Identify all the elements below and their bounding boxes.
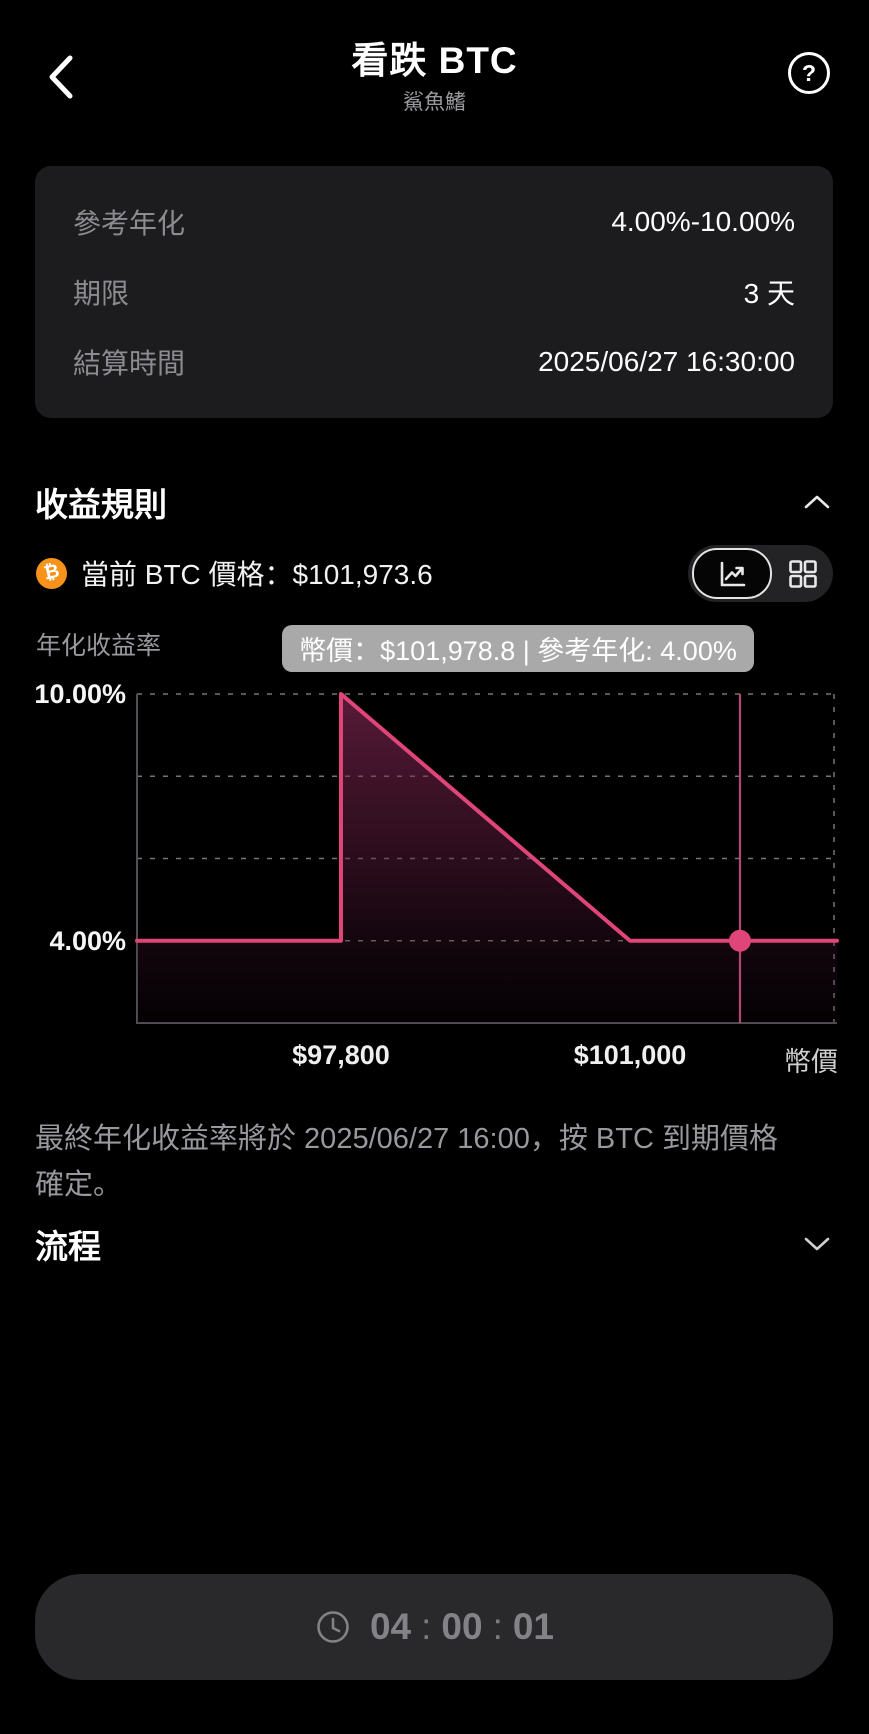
x-tick-high-strike: $101,000	[573, 1040, 687, 1070]
current-price-row: ₿ 當前 BTC 價格：$101,973.6	[36, 545, 433, 601]
info-row-settlement: 結算時間 2025/06/27 16:30:00	[73, 342, 795, 382]
process-section-header[interactable]: 流程	[35, 1222, 833, 1266]
settlement-value: 2025/06/27 16:30:00	[538, 346, 795, 377]
term-value: 3 天	[743, 278, 795, 309]
countdown-hours: 04	[369, 1606, 412, 1647]
countdown-separator: :	[492, 1606, 503, 1647]
price-apy-tooltip: 幣價：$101,978.8 | 參考年化: 4.00%	[282, 625, 754, 672]
countdown-separator: :	[421, 1606, 432, 1647]
chevron-up-icon	[804, 495, 830, 509]
page-title: 看跌 BTC	[351, 40, 518, 81]
help-button[interactable]: ?	[782, 46, 836, 100]
term-label: 期限	[73, 278, 130, 309]
countdown-seconds: 01	[512, 1606, 555, 1647]
clock-icon	[317, 1611, 349, 1643]
y-tick-10: 10.00%	[34, 679, 126, 709]
payoff-curve	[135, 692, 839, 1023]
chart-view-button[interactable]	[692, 548, 772, 599]
countdown-minutes: 00	[441, 1606, 483, 1647]
payoff-chart[interactable]	[0, 680, 869, 1032]
rules-section-title: 收益規則	[35, 486, 167, 523]
rules-section-header[interactable]: 收益規則	[35, 480, 833, 524]
x-tick-low-strike: $97,800	[292, 1040, 390, 1070]
y-axis-title: 年化收益率	[36, 632, 162, 660]
apr-label: 參考年化	[73, 208, 186, 239]
info-row-apr: 參考年化 4.00%-10.00%	[73, 202, 795, 242]
grid-icon	[788, 559, 817, 588]
settlement-label: 結算時間	[73, 348, 186, 379]
settlement-footnote: 最終年化收益率將於 2025/06/27 16:00，按 BTC 到期價格確定。	[35, 1123, 778, 1201]
grid-view-button[interactable]	[772, 556, 833, 592]
process-section-title: 流程	[35, 1228, 101, 1265]
current-price-text: 當前 BTC 價格：$101,973.6	[81, 559, 433, 590]
btc-glyph: ₿	[41, 560, 62, 585]
countdown-button[interactable]: 04 : 00 : 01	[35, 1574, 833, 1680]
info-row-term: 期限 3 天	[73, 272, 795, 312]
current-price-marker	[728, 694, 751, 1023]
product-info-card: 參考年化 4.00%-10.00% 期限 3 天 結算時間 2025/06/27…	[35, 166, 833, 418]
btc-icon: ₿	[36, 557, 67, 589]
view-toggle	[688, 545, 833, 602]
chevron-left-icon	[49, 55, 73, 99]
apr-value: 4.00%-10.00%	[611, 206, 795, 237]
line-chart-icon	[720, 561, 746, 586]
y-tick-4: 4.00%	[49, 926, 126, 956]
back-button[interactable]	[36, 48, 92, 104]
question-icon: ?	[788, 52, 830, 94]
x-axis-title: 幣價	[784, 1047, 838, 1077]
chevron-down-icon	[804, 1237, 830, 1251]
countdown-time: 04 : 00 : 01	[370, 1606, 554, 1648]
page-subtitle: 鯊魚鰭	[403, 91, 466, 114]
